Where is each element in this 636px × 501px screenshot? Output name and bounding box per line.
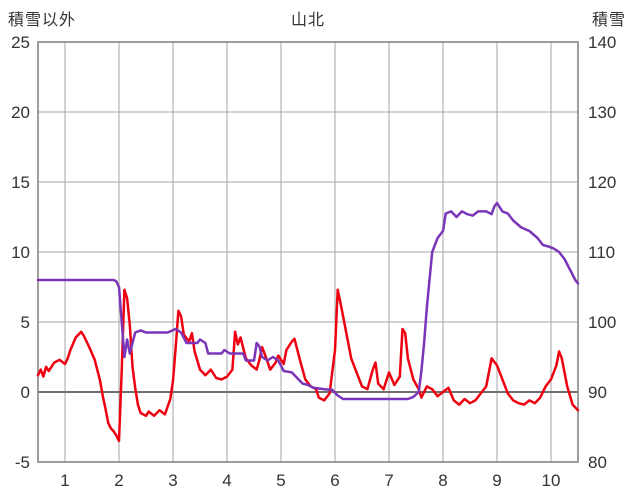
left-axis-tick-label: -5: [15, 453, 30, 472]
left-axis-tick-label: 0: [21, 383, 30, 402]
x-axis-tick-label: 7: [384, 471, 393, 490]
left-axis-tick-label: 10: [11, 243, 30, 262]
left-axis-title: 積雪以外: [8, 12, 77, 29]
x-axis-tick-label: 6: [330, 471, 339, 490]
x-axis-tick-label: 8: [438, 471, 447, 490]
left-axis-tick-label: 15: [11, 173, 30, 192]
right-axis-tick-label: 100: [588, 313, 616, 332]
x-axis-tick-label: 10: [542, 471, 561, 490]
x-axis-tick-label: 2: [114, 471, 123, 490]
right-axis-tick-label: 130: [588, 103, 616, 122]
x-axis-tick-label: 5: [276, 471, 285, 490]
left-axis-tick-label: 5: [21, 313, 30, 332]
x-axis-tick-label: 3: [168, 471, 177, 490]
left-axis-tick-label: 20: [11, 103, 30, 122]
x-axis-tick-label: 1: [60, 471, 69, 490]
right-axis-tick-label: 90: [588, 383, 607, 402]
x-axis-tick-label: 4: [222, 471, 231, 490]
chart-title: 山北: [290, 12, 325, 29]
plot-frame: [37, 41, 579, 463]
right-axis-tick-label: 110: [588, 243, 615, 262]
x-axis-tick-label: 9: [492, 471, 501, 490]
series-line-right: [36, 201, 580, 401]
left-axis-tick-label: 25: [11, 33, 30, 52]
right-axis-title: 積雪: [591, 12, 626, 29]
right-axis-tick-label: 140: [588, 33, 616, 52]
right-axis-tick-label: 80: [588, 453, 607, 472]
right-axis-tick-label: 120: [588, 173, 616, 192]
